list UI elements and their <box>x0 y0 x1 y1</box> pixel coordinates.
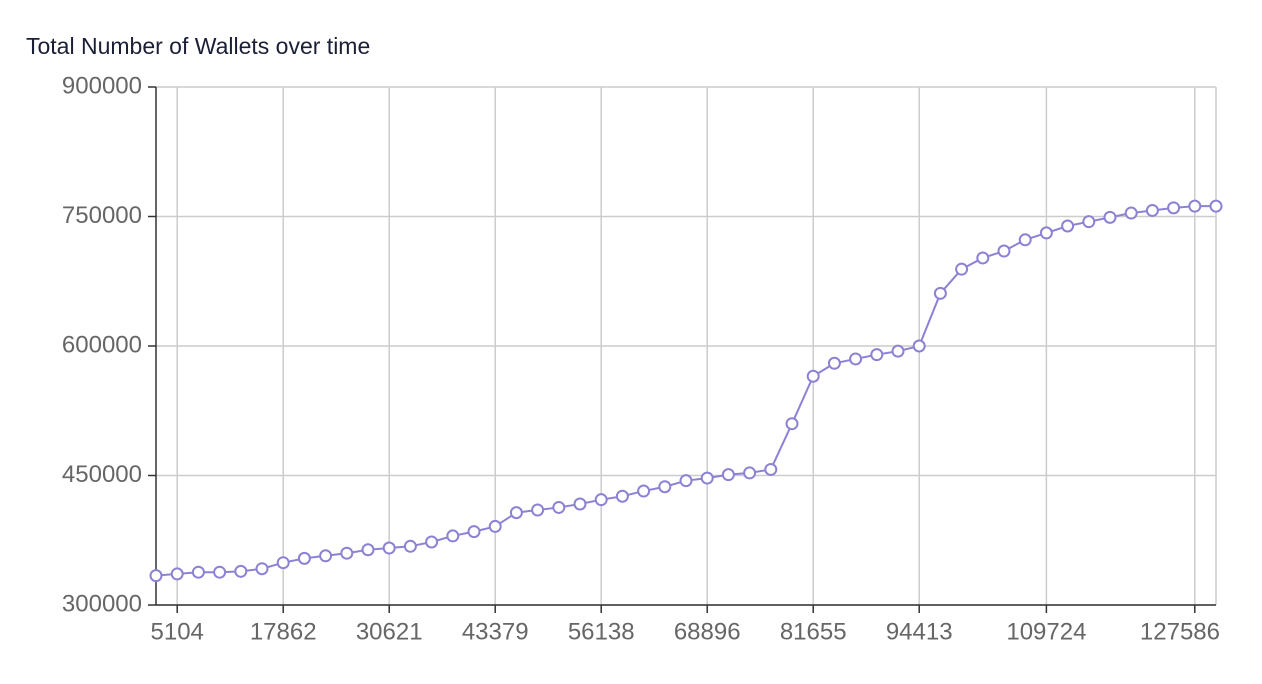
data-point <box>1061 219 1075 233</box>
data-point <box>382 541 396 555</box>
data-point <box>806 369 820 383</box>
data-point <box>891 344 905 358</box>
data-point <box>594 493 608 507</box>
data-point <box>912 339 926 353</box>
y-tick-label: 300000 <box>62 590 142 617</box>
data-point <box>1209 199 1223 213</box>
data-point <box>764 462 778 476</box>
data-point <box>679 474 693 488</box>
y-tick-label: 900000 <box>62 72 142 99</box>
data-point <box>488 519 502 533</box>
data-point <box>361 543 375 557</box>
x-tick-label: 56138 <box>568 618 635 645</box>
x-tick-label: 109724 <box>1006 618 1086 645</box>
y-tick-label: 750000 <box>62 202 142 229</box>
y-tick-label: 450000 <box>62 461 142 488</box>
data-point <box>213 565 227 579</box>
data-point <box>552 500 566 514</box>
data-point <box>1145 203 1159 217</box>
data-point <box>276 556 290 570</box>
x-tick-label: 94413 <box>886 618 953 645</box>
data-point <box>509 506 523 520</box>
data-point <box>849 352 863 366</box>
data-point <box>1018 233 1032 247</box>
data-point <box>149 569 163 583</box>
data-point <box>1082 215 1096 229</box>
x-tick-label: 5104 <box>151 618 204 645</box>
data-point <box>340 546 354 560</box>
x-tick-label: 17862 <box>250 618 317 645</box>
data-point <box>234 564 248 578</box>
data-point <box>743 466 757 480</box>
data-point <box>319 549 333 563</box>
data-point <box>531 503 545 517</box>
data-point <box>658 480 672 494</box>
data-point <box>255 562 269 576</box>
data-point <box>997 244 1011 258</box>
data-point <box>827 356 841 370</box>
data-point <box>573 497 587 511</box>
data-point <box>170 567 184 581</box>
data-point <box>1188 199 1202 213</box>
series-line <box>155 205 1216 577</box>
x-tick-label: 43379 <box>462 618 529 645</box>
data-point <box>615 489 629 503</box>
x-tick-label: 81655 <box>780 618 847 645</box>
data-point <box>297 551 311 565</box>
data-point <box>955 262 969 276</box>
y-tick-label: 600000 <box>62 331 142 358</box>
data-point <box>1124 206 1138 220</box>
data-point <box>467 525 481 539</box>
data-point <box>700 471 714 485</box>
data-point <box>721 468 735 482</box>
x-tick-label: 30621 <box>356 618 423 645</box>
data-point <box>933 286 947 300</box>
chart-title: Total Number of Wallets over time <box>26 33 370 59</box>
x-tick-label: 127586 <box>1140 618 1220 645</box>
data-point <box>425 535 439 549</box>
data-point <box>191 565 205 579</box>
x-tick-label: 68896 <box>674 618 741 645</box>
data-point <box>1039 226 1053 240</box>
data-point <box>1167 201 1181 215</box>
data-point <box>637 484 651 498</box>
data-point <box>870 348 884 362</box>
data-point <box>1103 210 1117 224</box>
data-point <box>446 529 460 543</box>
data-point <box>785 417 799 431</box>
data-point <box>403 539 417 553</box>
data-point <box>976 251 990 265</box>
